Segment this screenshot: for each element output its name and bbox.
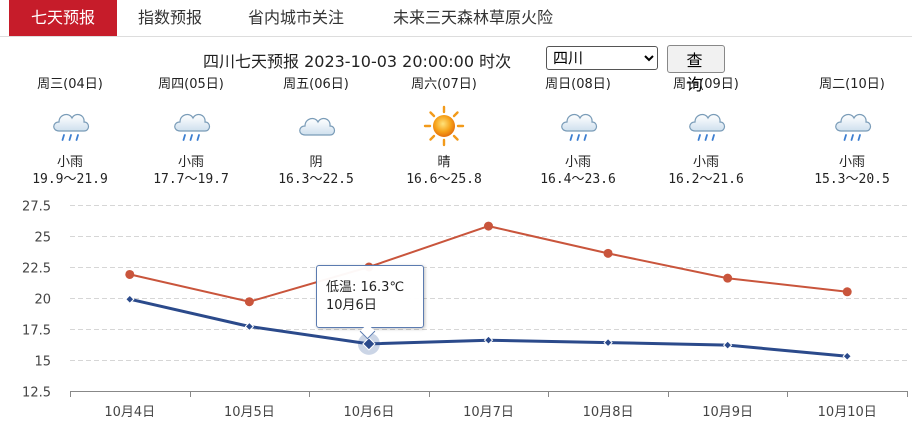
high-temp-line: [129, 225, 848, 303]
day-weather: 小雨: [177, 155, 204, 170]
y-tick-label: 12.5: [22, 386, 51, 401]
high-temp-point: [244, 297, 254, 307]
tab-fire-risk[interactable]: 未来三天森林草原火险: [393, 8, 554, 27]
day-weather: 小雨: [838, 155, 865, 170]
tab-city-focus[interactable]: 省内城市关注: [248, 8, 345, 27]
low-temp-point: [362, 337, 376, 351]
day-weekday: 周一(09日): [673, 77, 739, 92]
day-temp-range: 16.4～23.6: [540, 172, 616, 187]
low-temp-point: [842, 351, 852, 361]
x-tick-label: 10月8日: [583, 405, 634, 420]
light-rain-icon: [684, 104, 728, 148]
region-select[interactable]: 四川: [546, 46, 658, 70]
x-tick-label: 10月4日: [104, 405, 155, 420]
day-temp-range: 15.3～20.5: [814, 172, 890, 187]
day-temp-range: 19.9～21.9: [32, 172, 108, 187]
low-temp-point: [483, 335, 494, 345]
day-weather: 阴: [309, 155, 323, 170]
day-weather: 晴: [437, 155, 451, 170]
light-rain-icon: [556, 104, 600, 148]
tooltip-value: 低温: 16.3℃: [326, 280, 405, 295]
low-temp-point: [603, 337, 613, 348]
day-temp-range: 17.7～19.7: [153, 172, 229, 187]
day-column: 周一(09日) 小雨 16.2～21.6: [646, 76, 766, 188]
day-column: 周六(07日) 晴 16.6～25.8: [384, 76, 504, 188]
light-rain-icon: [48, 104, 92, 148]
day-weekday: 周日(08日): [545, 77, 611, 92]
forecast-toolbar: 四川七天预报 2023-10-03 20:00:00 时次 四川 查 询: [0, 45, 912, 94]
day-weekday: 周五(06日): [283, 77, 349, 92]
overcast-icon: [294, 104, 338, 148]
x-tick-label: 10月7日: [463, 405, 514, 420]
day-temp-range: 16.2～21.6: [668, 172, 744, 187]
day-column: 周日(08日) 小雨 16.4～23.6: [518, 76, 638, 188]
x-tick-label: 10月6日: [344, 405, 395, 420]
x-tick-label: 10月5日: [224, 405, 275, 420]
x-tick-label: 10月10日: [818, 405, 877, 420]
day-temp-range: 16.6～25.8: [406, 172, 482, 187]
day-weather: 小雨: [56, 155, 83, 170]
high-temp-point: [842, 287, 852, 297]
day-weekday: 周三(04日): [37, 77, 103, 92]
low-temp-point: [244, 321, 255, 332]
day-weekday: 周二(10日): [819, 77, 885, 92]
query-button[interactable]: 查 询: [667, 45, 725, 94]
day-column: 周五(06日) 阴 16.3～22.5: [256, 76, 376, 188]
day-column: 周二(10日) 小雨 15.3～20.5: [792, 76, 912, 188]
y-tick-label: 17.5: [22, 324, 51, 339]
y-tick-label: 15: [34, 355, 51, 370]
light-rain-icon: [830, 104, 874, 148]
sunny-icon: [422, 104, 466, 148]
tab-seven-day[interactable]: 七天预报: [9, 0, 117, 36]
day-temp-range: 16.3～22.5: [278, 172, 354, 187]
day-weather: 小雨: [564, 155, 591, 170]
y-tick-label: 20: [34, 293, 51, 308]
low-temp-point: [722, 340, 733, 350]
low-temp-line: [129, 297, 848, 358]
day-column: 周四(05日) 小雨 17.7～19.7: [131, 76, 251, 188]
tooltip-date: 10月6日: [326, 298, 377, 313]
low-temp-point: [125, 294, 135, 304]
light-rain-icon: [169, 104, 213, 148]
tab-index-forecast[interactable]: 指数预报: [138, 8, 203, 27]
high-temp-point: [723, 273, 733, 283]
tab-bar: 七天预报 指数预报 省内城市关注 未来三天森林草原火险: [0, 0, 912, 37]
high-temp-point: [484, 221, 493, 231]
high-temp-point: [603, 248, 613, 258]
day-weather: 小雨: [692, 155, 719, 170]
day-weekday: 周四(05日): [158, 77, 224, 92]
chart-tooltip: 低温: 16.3℃ 10月6日: [316, 265, 424, 340]
x-tick-label: 10月9日: [702, 405, 753, 420]
day-weekday: 周六(07日): [411, 77, 477, 92]
y-tick-label: 25: [34, 231, 51, 246]
temperature-chart: 12.5 15 17.5 20 22.5 25 27.5 10月4日 10月5日 10月6日 10月…: [22, 200, 908, 420]
high-temp-point: [125, 269, 135, 279]
day-column: 周三(04日) 小雨 19.9～21.9: [10, 76, 130, 188]
y-tick-label: 27.5: [22, 200, 51, 215]
y-tick-label: 22.5: [22, 262, 51, 277]
forecast-title: 四川七天预报 2023-10-03 20:00:00 时次: [203, 52, 512, 71]
